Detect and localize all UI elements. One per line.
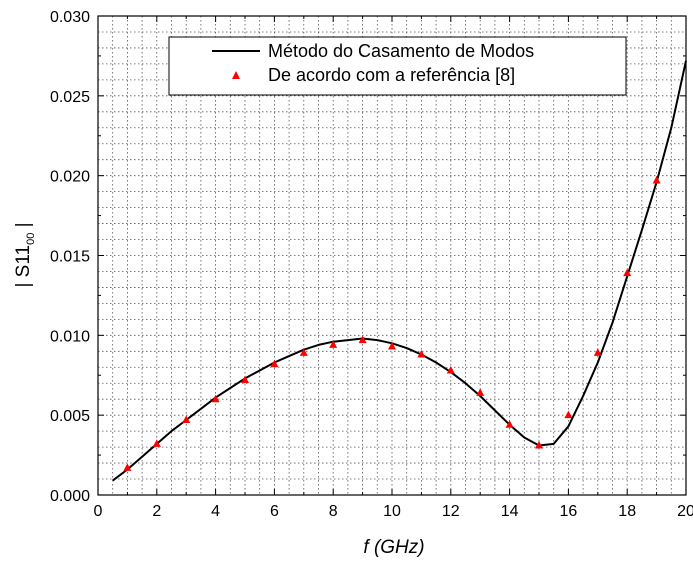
y-tick-label: 0.020	[50, 169, 90, 186]
x-tick-label: 18	[618, 503, 636, 520]
data-point-referencia	[299, 348, 308, 356]
data-point-referencia	[476, 388, 485, 396]
data-point-referencia	[417, 349, 426, 358]
data-point-referencia	[652, 175, 661, 184]
data-point-referencia	[564, 410, 573, 419]
y-axis-title-main: | S11	[13, 245, 34, 288]
x-tick-label: 8	[329, 503, 338, 520]
x-tick-label: 6	[270, 503, 279, 520]
y-tick-label: 0.030	[50, 9, 90, 26]
data-point-referencia	[535, 441, 543, 449]
data-point-referencia	[388, 342, 396, 350]
y-axis-title-subscript: 00	[25, 233, 37, 245]
legend: Método do Casamento de Modos De acordo c…	[168, 36, 627, 96]
x-tick-label: 16	[560, 503, 578, 520]
data-point-referencia	[241, 375, 249, 384]
y-tick-label: 0.010	[50, 328, 90, 345]
x-tick-label: 0	[94, 503, 103, 520]
data-point-referencia	[152, 439, 161, 447]
data-point-referencia	[593, 348, 602, 356]
data-point-referencia	[623, 268, 632, 277]
legend-label-markers: De acordo com a referência [8]	[268, 65, 515, 85]
series-markers-group	[123, 175, 661, 471]
data-point-referencia	[446, 365, 455, 374]
x-tick-label: 2	[152, 503, 161, 520]
data-point-referencia	[123, 463, 132, 471]
axis-ticks	[97, 15, 687, 496]
x-axis-title: f (GHz)	[363, 537, 424, 558]
data-point-referencia	[358, 335, 367, 344]
x-tick-label: 10	[383, 503, 401, 520]
y-tick-label: 0.005	[50, 408, 90, 425]
series-line-group	[112, 60, 687, 482]
y-axis-title: | S1100 |	[13, 222, 37, 287]
data-point-referencia	[270, 359, 279, 368]
y-tick-label: 0.025	[50, 89, 90, 106]
data-point-referencia	[182, 415, 191, 423]
data-point-referencia	[211, 394, 220, 403]
x-tick-label: 4	[211, 503, 220, 520]
y-tick-label: 0.000	[50, 488, 90, 505]
legend-label-line: Método do Casamento de Modos	[268, 41, 534, 61]
data-point-referencia	[505, 420, 514, 428]
y-axis-title-end: |	[13, 222, 34, 232]
tick-labels: 0 2 4 6 8 10 12 14 16 18 20 0.000 0.005 0.010 0.015 0.0…	[50, 9, 693, 520]
x-tick-label: 12	[442, 503, 460, 520]
y-tick-label: 0.015	[50, 249, 90, 266]
series-line-metodo	[112, 60, 687, 482]
legend-box	[168, 36, 627, 96]
x-tick-label: 14	[501, 503, 519, 520]
legend-triangle-swatch	[232, 71, 240, 79]
x-tick-label: 20	[677, 503, 693, 520]
data-point-referencia	[329, 340, 338, 348]
